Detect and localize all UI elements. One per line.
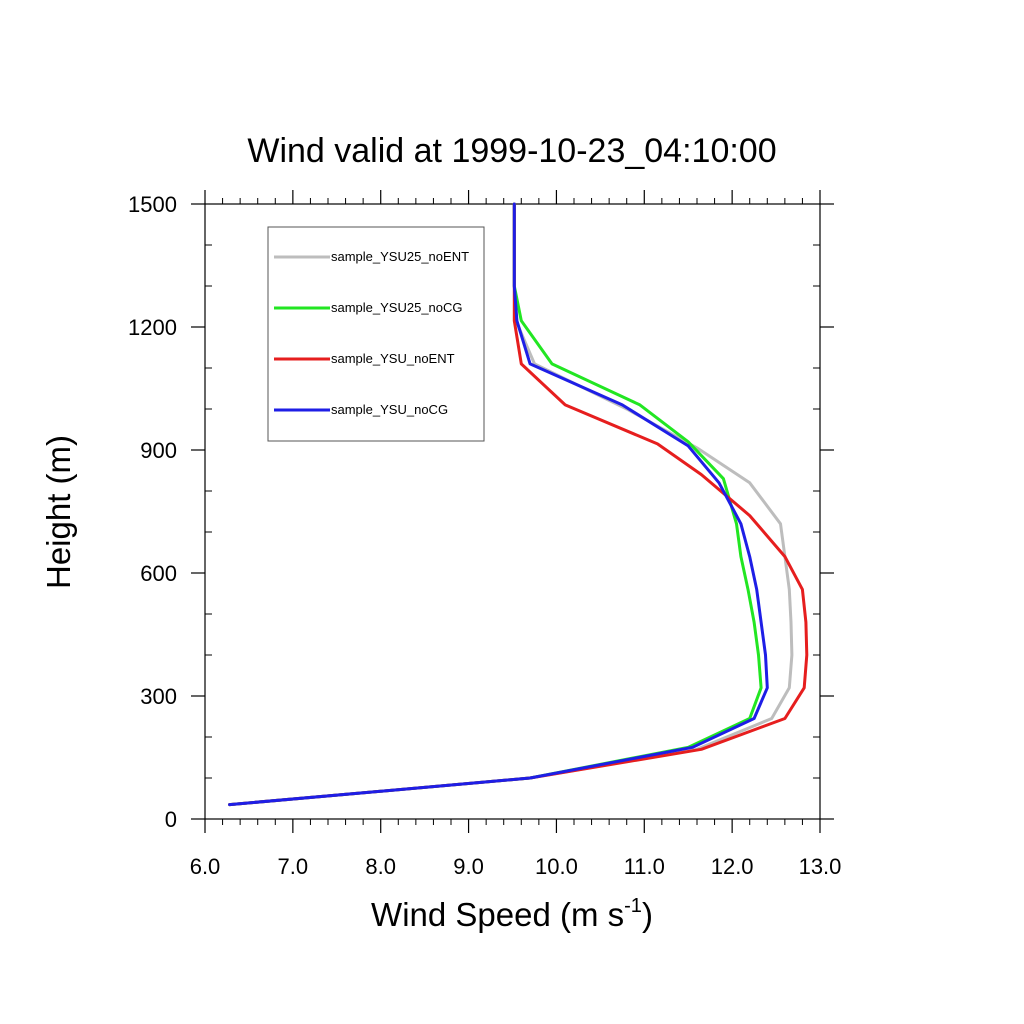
series-line-sample-ysu25-nocg bbox=[228, 202, 763, 807]
x-tick-label: 8.0 bbox=[365, 854, 396, 879]
axis-ticks bbox=[191, 190, 834, 833]
legend-box bbox=[267, 226, 485, 442]
y-tick-label: 300 bbox=[140, 684, 177, 709]
x-tick-label: 6.0 bbox=[190, 854, 221, 879]
legend-label: sample_YSU_noCG bbox=[331, 402, 448, 417]
series-lines bbox=[228, 202, 809, 807]
legend-label: sample_YSU25_noCG bbox=[331, 300, 463, 315]
tick-labels: 6.0 7.0 8.0 9.0 10.0 11.0 12.0 13.0 0 300 600 900 12… bbox=[128, 192, 841, 879]
y-tick-label: 1200 bbox=[128, 315, 177, 340]
y-tick-label: 600 bbox=[140, 561, 177, 586]
plot-frame bbox=[204, 203, 821, 820]
y-tick-label: 900 bbox=[140, 438, 177, 463]
x-axis-label-main: Wind Speed (m s bbox=[371, 896, 624, 933]
legend: sample_YSU25_noENT sample_YSU25_noCGsampl… bbox=[267, 226, 485, 442]
series-line-sample-ysu-nocg bbox=[228, 202, 769, 807]
x-tick-label: 12.0 bbox=[711, 854, 754, 879]
x-tick-label: 9.0 bbox=[453, 854, 484, 879]
chart-title: Wind valid at 1999-10-23_04:10:00 bbox=[247, 132, 776, 170]
x-tick-label: 7.0 bbox=[278, 854, 309, 879]
x-axis-label-end: ) bbox=[642, 896, 653, 933]
x-tick-label: 13.0 bbox=[799, 854, 842, 879]
legend-label: sample_YSU_noENT bbox=[331, 351, 455, 366]
plot-border bbox=[204, 203, 821, 820]
y-tick-label: 0 bbox=[165, 807, 177, 832]
series-line-sample-ysu-noent bbox=[228, 202, 809, 807]
legend-label: sample_YSU25_noENT bbox=[331, 249, 469, 264]
y-tick-label: 1500 bbox=[128, 192, 177, 217]
y-axis-label: Height (m) bbox=[40, 435, 77, 589]
x-tick-label: 11.0 bbox=[624, 854, 665, 879]
x-axis-label-superscript: -1 bbox=[624, 895, 642, 917]
x-axis-label: Wind Speed (m s-1) bbox=[371, 895, 653, 933]
x-tick-label: 10.0 bbox=[535, 854, 578, 879]
